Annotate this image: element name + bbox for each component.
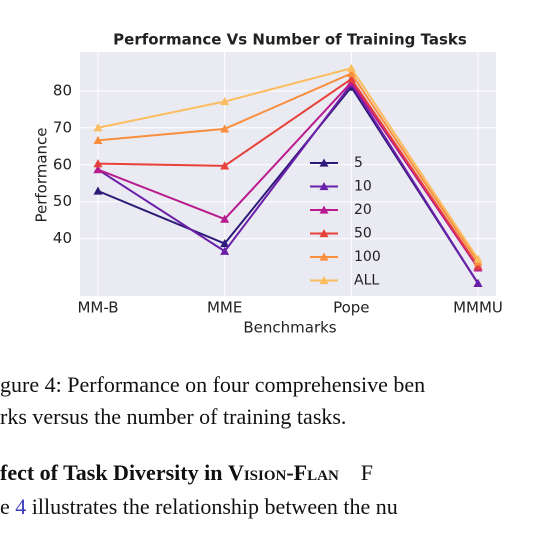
- chart-title: Performance Vs Number of Training Tasks: [113, 31, 467, 49]
- point-marker: [346, 63, 356, 72]
- point-marker: [93, 186, 103, 195]
- y-tick-label: 80: [53, 81, 72, 99]
- legend-marker: [319, 229, 329, 238]
- heading-name: Vision-Flan: [227, 460, 339, 485]
- y-tick-label: 40: [53, 229, 72, 247]
- series-line: [97, 82, 479, 284]
- x-tick-label: MME: [207, 299, 242, 317]
- legend-marker: [319, 182, 329, 191]
- legend-label: 100: [354, 249, 381, 265]
- point-marker: [93, 123, 103, 132]
- point-marker: [220, 161, 230, 170]
- x-axis-label: Benchmarks: [243, 319, 336, 337]
- legend-label: 50: [354, 226, 372, 242]
- caption-line: rks versus the number of training tasks.: [0, 404, 347, 429]
- point-marker: [220, 246, 230, 255]
- point-marker: [93, 165, 103, 174]
- point-marker: [220, 97, 230, 106]
- legend-marker: [319, 158, 329, 167]
- point-marker: [473, 278, 483, 288]
- legend-label: 20: [354, 202, 372, 218]
- chart: Performance Vs Number of Training Tasks …: [33, 31, 503, 337]
- x-tick-label: MM-B: [77, 299, 118, 317]
- y-tick-label: 70: [53, 118, 72, 136]
- y-axis-label: Performance: [33, 127, 51, 222]
- point-marker: [346, 74, 356, 83]
- point-marker: [93, 159, 103, 168]
- legend-marker: [319, 205, 329, 214]
- point-marker: [346, 68, 356, 78]
- body-text: illustrates the relationship between the…: [26, 494, 398, 519]
- x-tick-label: Pope: [333, 299, 369, 317]
- point-marker: [473, 261, 483, 270]
- legend-marker: [319, 252, 329, 261]
- series-line: [97, 72, 479, 263]
- legend-label: 5: [354, 155, 363, 171]
- point-marker: [93, 135, 103, 144]
- body-line: e 4 illustrates the relationship between…: [0, 494, 398, 520]
- series-line: [97, 77, 479, 267]
- plot-area: [80, 52, 496, 296]
- legend-label: ALL: [354, 273, 379, 289]
- caption-line: gure 4: Performance on four comprehensiv…: [0, 372, 426, 397]
- legend-marker: [319, 276, 329, 285]
- point-marker: [220, 239, 230, 248]
- series-line: [97, 67, 479, 260]
- figure-ref[interactable]: 4: [15, 494, 27, 519]
- y-tick-label: 50: [53, 192, 72, 210]
- heading-text: fect of Task Diversity in: [0, 460, 228, 485]
- point-marker: [220, 214, 230, 223]
- y-tick-label: 60: [53, 155, 72, 173]
- legend-label: 10: [354, 179, 372, 195]
- x-tick-label: MMMU: [453, 299, 503, 317]
- body-text: e: [0, 494, 16, 519]
- section-heading: fect of Task Diversity in Vision-Flan F: [0, 460, 373, 486]
- series-line: [97, 80, 479, 269]
- point-marker: [220, 124, 230, 133]
- point-marker: [473, 254, 483, 263]
- heading-rest: F: [360, 460, 374, 485]
